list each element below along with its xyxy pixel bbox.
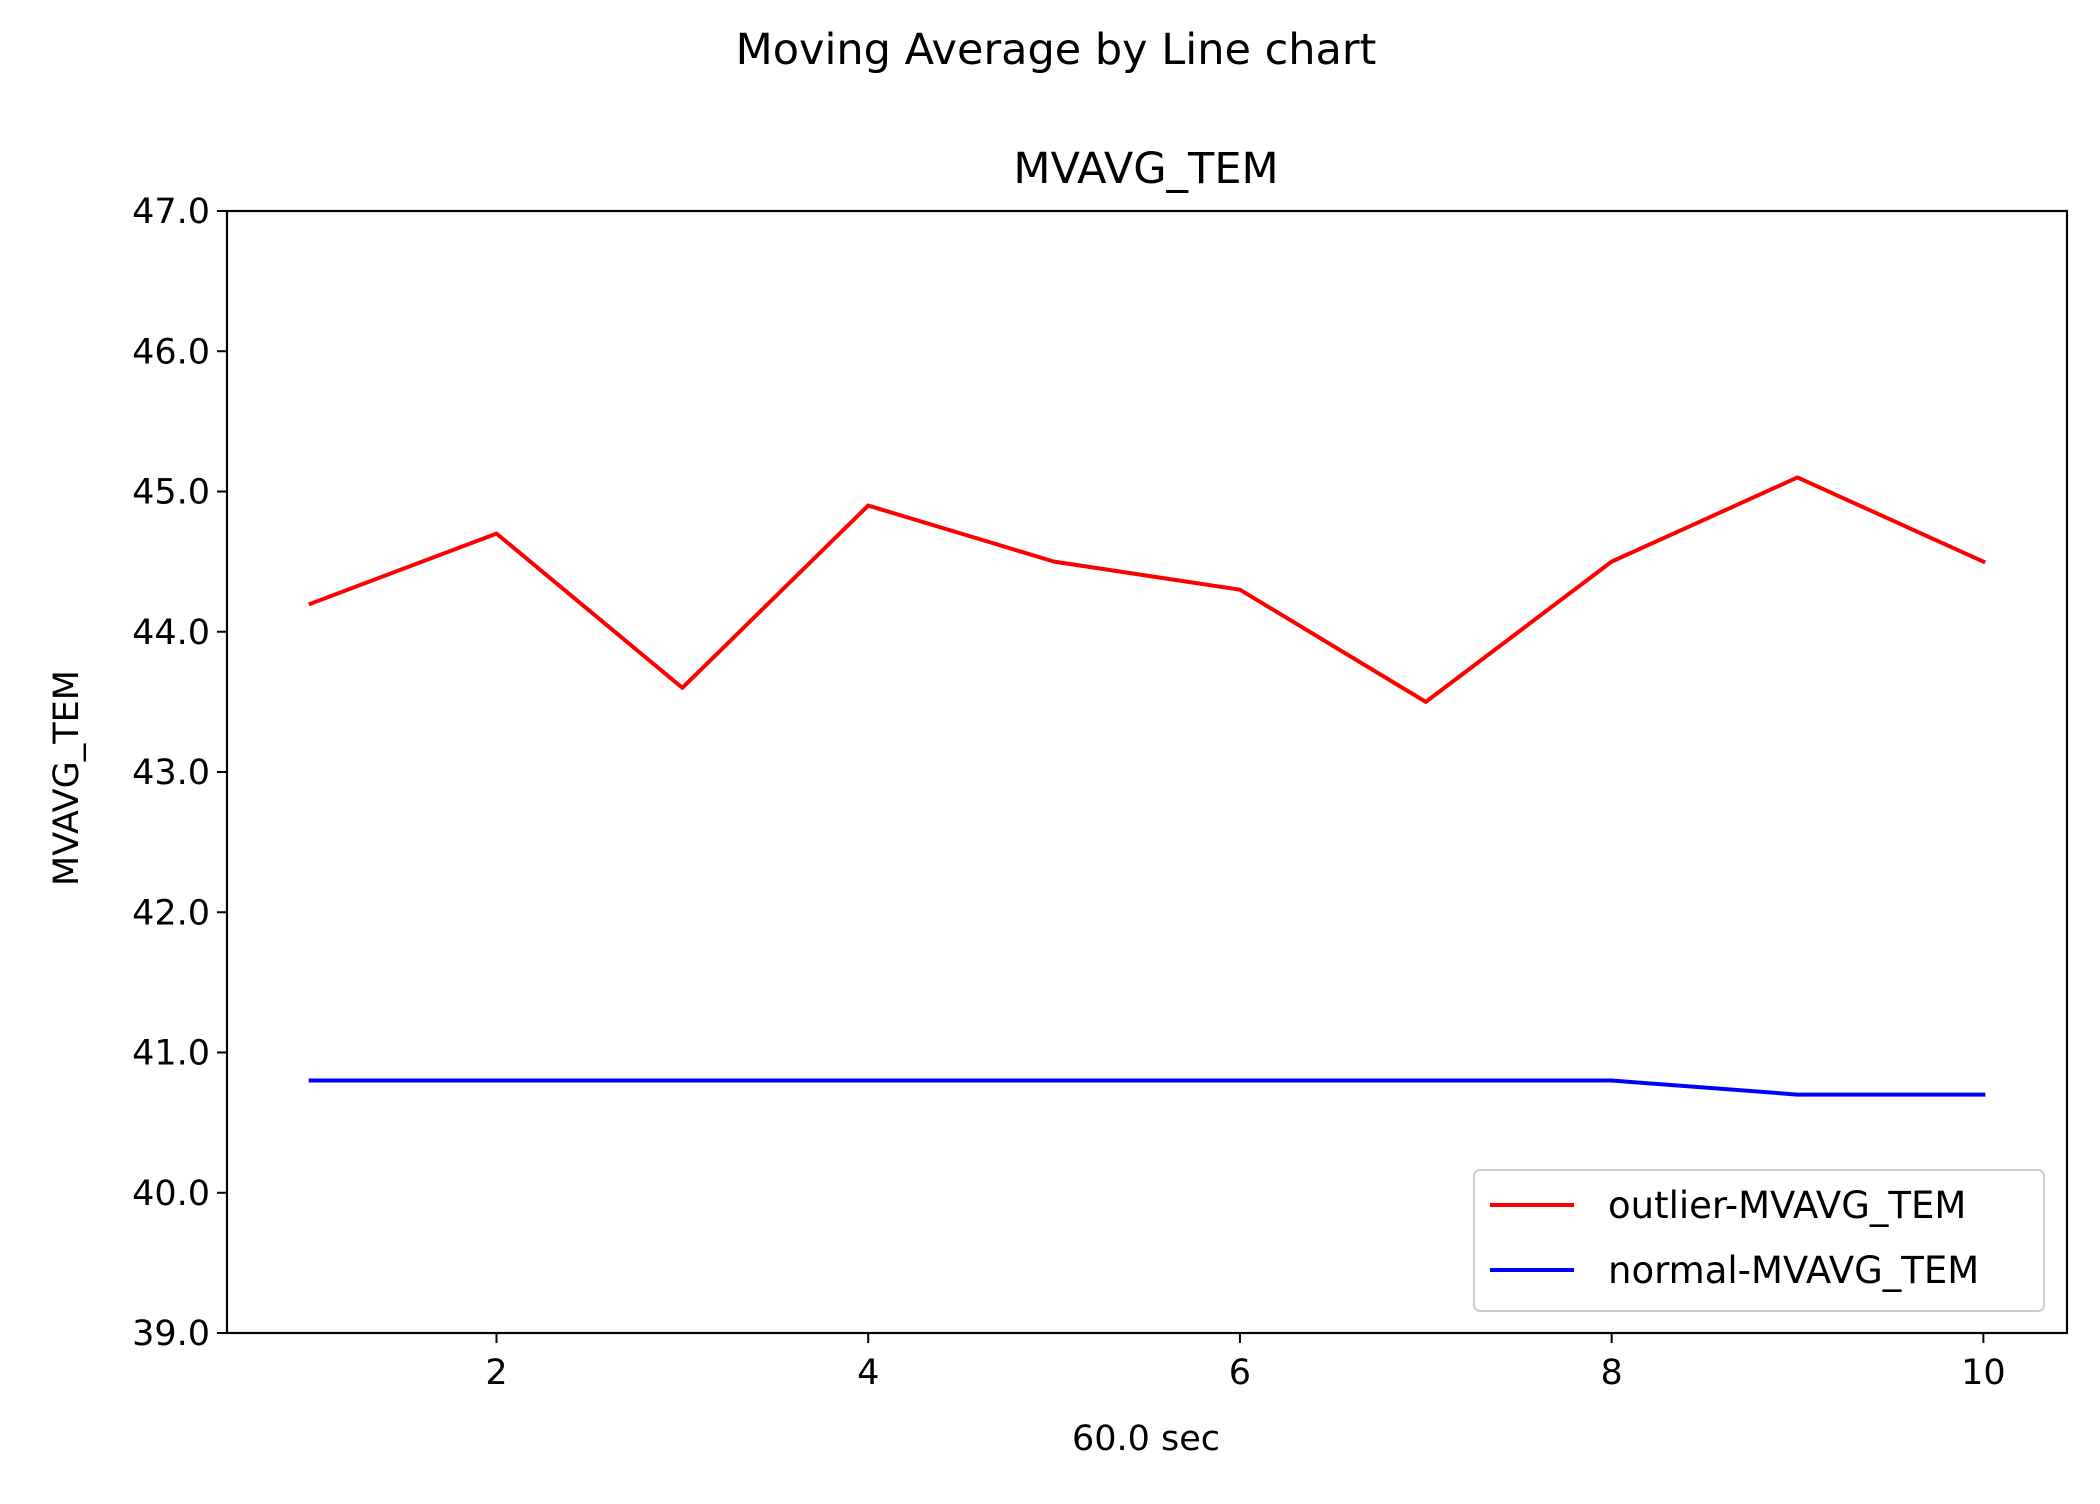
- x-axis-label: 60.0 sec: [1072, 1419, 1220, 1459]
- y-tick-label: 39.0: [132, 1314, 210, 1354]
- plot-frame: [225, 209, 2069, 1335]
- series-line-0: [308, 475, 1987, 704]
- y-tick-label: 44.0: [132, 613, 210, 653]
- y-tick-label: 41.0: [132, 1034, 210, 1074]
- legend-box: [1473, 1169, 2045, 1312]
- y-tick-label: 45.0: [132, 473, 210, 513]
- x-tick-label: 8: [1601, 1353, 1623, 1393]
- figure-suptitle: Moving Average by Line chart: [736, 25, 1377, 75]
- y-axis-label: MVAVG_TEM: [47, 670, 87, 886]
- chart-title: MVAVG_TEM: [1013, 144, 1278, 194]
- x-tick-label: 2: [485, 1353, 507, 1393]
- y-tick-label: 43.0: [132, 753, 210, 793]
- y-tick-label: 42.0: [132, 893, 210, 933]
- y-tick-label: 46.0: [132, 332, 210, 372]
- x-tick-label: 10: [1961, 1353, 2006, 1393]
- series-line-1: [308, 1078, 1986, 1097]
- legend-label-0: outlier-MVAVG_TEM: [1608, 1184, 1966, 1227]
- x-tick-label: 4: [857, 1353, 879, 1393]
- legend-label-1: normal-MVAVG_TEM: [1608, 1249, 1979, 1292]
- plot-area: 2 4 6 8 10 39.0 40.0 41.0 42.0 43.0 44.0 45.0 46.0 47…: [132, 192, 2069, 1393]
- y-tick-label: 40.0: [132, 1174, 210, 1214]
- x-tick-label: 6: [1229, 1353, 1251, 1393]
- y-tick-label: 47.0: [132, 192, 210, 232]
